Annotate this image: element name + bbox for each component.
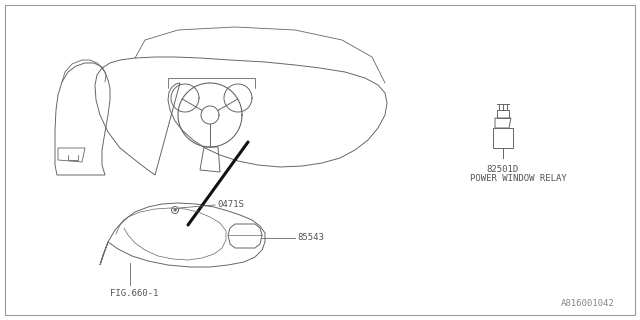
Text: 82501D: 82501D (486, 165, 518, 174)
Text: 85543: 85543 (297, 233, 324, 242)
Text: FIG.660-1: FIG.660-1 (110, 289, 158, 298)
Text: 0471S: 0471S (217, 199, 244, 209)
Text: A816001042: A816001042 (561, 299, 615, 308)
Text: POWER WINDOW RELAY: POWER WINDOW RELAY (470, 174, 567, 183)
